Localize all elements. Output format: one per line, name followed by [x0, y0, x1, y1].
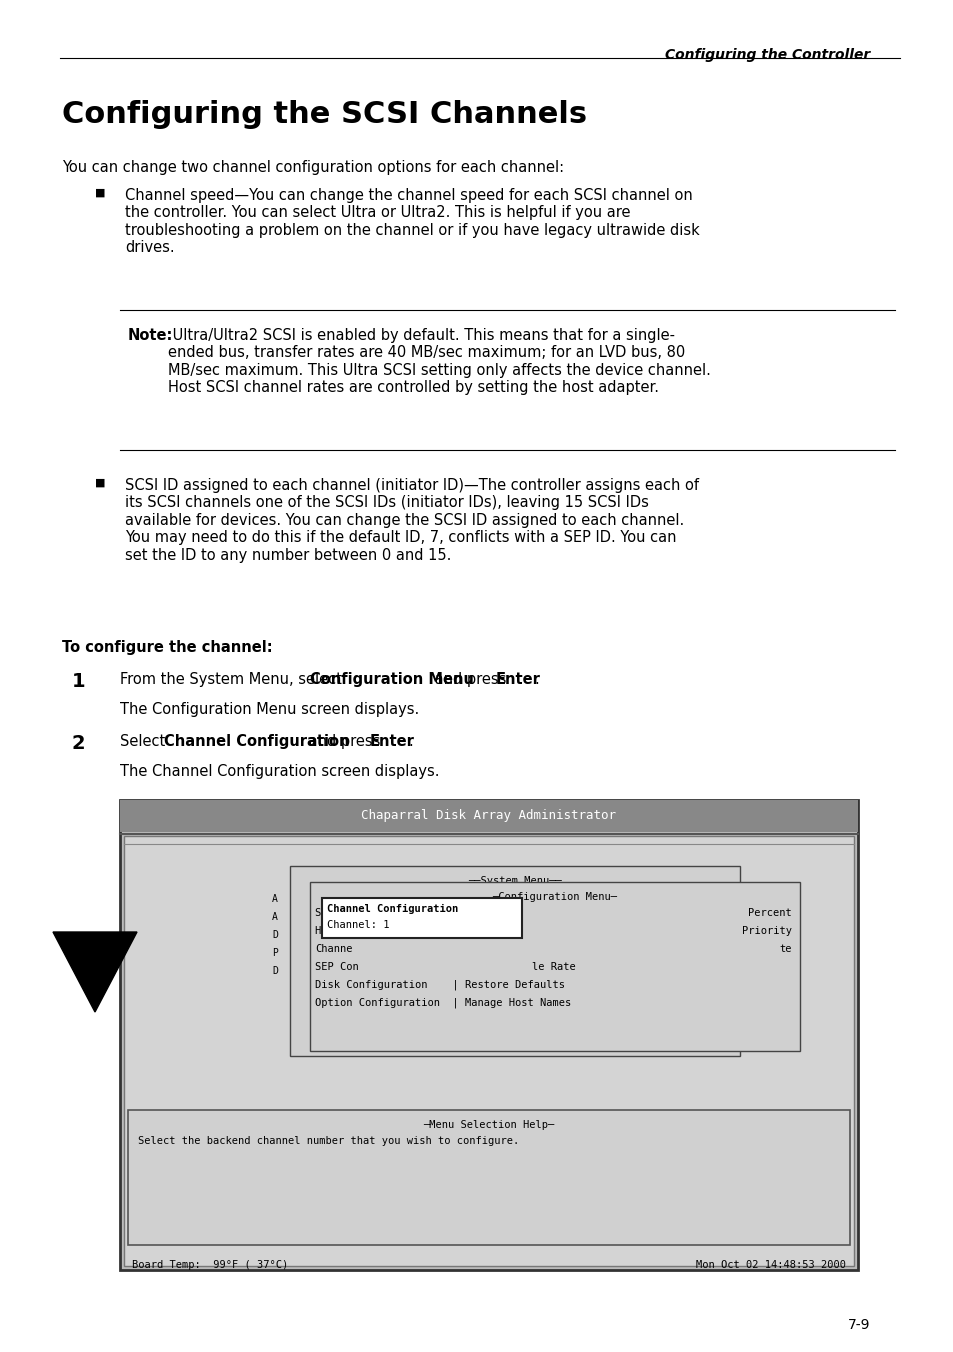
FancyBboxPatch shape: [310, 882, 800, 1051]
FancyBboxPatch shape: [120, 800, 857, 1270]
Text: and press: and press: [430, 672, 511, 687]
Text: Channe: Channe: [314, 944, 352, 955]
Text: Ultra/Ultra2 SCSI is enabled by default. This means that for a single-
ended bus: Ultra/Ultra2 SCSI is enabled by default.…: [168, 329, 710, 395]
Text: Channel Configuration: Channel Configuration: [164, 734, 349, 749]
Polygon shape: [53, 932, 137, 1013]
Text: P: P: [272, 948, 277, 959]
Text: You can change two channel configuration options for each channel:: You can change two channel configuration…: [62, 160, 563, 174]
Text: Note:: Note:: [128, 329, 173, 343]
Text: D: D: [272, 930, 277, 940]
Text: Mon Oct 02 14:48:53 2000: Mon Oct 02 14:48:53 2000: [696, 1260, 845, 1270]
Text: Option Configuration  | Manage Host Names: Option Configuration | Manage Host Names: [314, 998, 571, 1009]
Text: 2: 2: [71, 734, 86, 753]
Text: Configuring the Controller: Configuring the Controller: [664, 49, 869, 62]
Text: Percent: Percent: [747, 909, 791, 918]
Text: A: A: [272, 913, 277, 922]
Text: Channel: 1: Channel: 1: [327, 919, 389, 930]
Text: A: A: [272, 894, 277, 904]
FancyBboxPatch shape: [128, 1110, 849, 1245]
Text: ✓: ✓: [82, 376, 108, 404]
Text: Host C: Host C: [314, 926, 352, 936]
Text: ■: ■: [95, 479, 106, 488]
Text: te: te: [779, 944, 791, 955]
Text: ──System Menu──: ──System Menu──: [468, 876, 561, 886]
Text: Configuration Menu: Configuration Menu: [310, 672, 474, 687]
Text: ─Menu Selection Help─: ─Menu Selection Help─: [423, 1119, 554, 1130]
Text: SEP Con: SEP Con: [314, 963, 358, 972]
Text: ■: ■: [95, 188, 106, 197]
Text: Enter: Enter: [496, 672, 540, 687]
Text: ─Configuration Menu─: ─Configuration Menu─: [492, 892, 617, 902]
Text: Channel speed—You can change the channel speed for each SCSI channel on
the cont: Channel speed—You can change the channel…: [125, 188, 699, 256]
Text: .: .: [534, 672, 538, 687]
Text: Priority: Priority: [741, 926, 791, 936]
Text: Enter: Enter: [370, 734, 415, 749]
Text: Configuring the SCSI Channels: Configuring the SCSI Channels: [62, 100, 586, 128]
Text: To configure the channel:: To configure the channel:: [62, 639, 273, 654]
Text: D: D: [272, 965, 277, 976]
Text: 1: 1: [71, 672, 86, 691]
Text: Select the backend channel number that you wish to configure.: Select the backend channel number that y…: [138, 1136, 518, 1146]
Text: Select: Select: [120, 734, 170, 749]
Text: The Configuration Menu screen displays.: The Configuration Menu screen displays.: [120, 702, 418, 717]
Text: Set Da: Set Da: [314, 909, 352, 918]
Text: SCSI ID assigned to each channel (initiator ID)—The controller assigns each of
i: SCSI ID assigned to each channel (initia…: [125, 479, 699, 562]
FancyBboxPatch shape: [290, 867, 740, 1056]
Text: Disk Configuration    | Restore Defaults: Disk Configuration | Restore Defaults: [314, 980, 564, 991]
Text: and press: and press: [304, 734, 385, 749]
Text: Chaparral Disk Array Administrator: Chaparral Disk Array Administrator: [361, 810, 616, 822]
FancyBboxPatch shape: [120, 800, 857, 831]
Text: le Rate: le Rate: [532, 963, 576, 972]
Text: Board Temp:  99°F ( 37°C): Board Temp: 99°F ( 37°C): [132, 1260, 288, 1270]
Text: The Channel Configuration screen displays.: The Channel Configuration screen display…: [120, 764, 439, 779]
Text: From the System Menu, select: From the System Menu, select: [120, 672, 346, 687]
FancyBboxPatch shape: [124, 836, 853, 1265]
Text: .: .: [408, 734, 413, 749]
Text: 7-9: 7-9: [846, 1318, 869, 1332]
FancyBboxPatch shape: [322, 898, 521, 938]
Text: Channel Configuration: Channel Configuration: [327, 904, 457, 914]
